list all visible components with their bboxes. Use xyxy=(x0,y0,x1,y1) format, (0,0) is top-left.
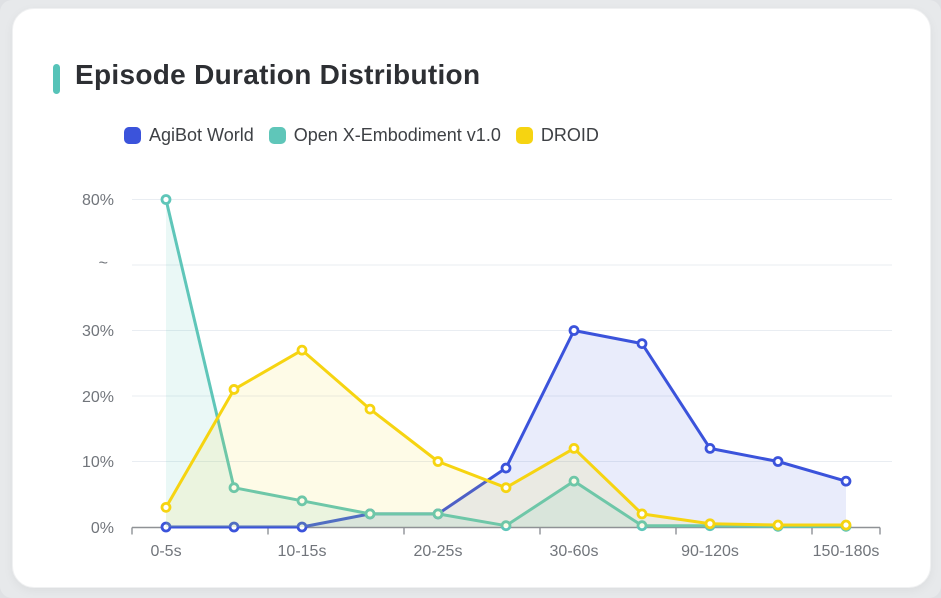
data-point-marker-open-x-embodiment-v1-0 xyxy=(228,482,240,494)
legend-swatch xyxy=(268,127,286,144)
line-chart: 0% 10% 20% 30% ~ 80% 0-5s 10-15s 20-25s … xyxy=(82,192,892,560)
x-axis-label: 150-180s xyxy=(813,543,880,560)
data-point-marker-agibot-world xyxy=(636,338,648,350)
x-axis-label: 30-60s xyxy=(550,543,599,560)
legend-item-agibot-world[interactable]: AgiBot World xyxy=(124,125,254,146)
data-point-marker-droid xyxy=(364,403,376,415)
chart-card: Episode Duration Distribution AgiBot Wor… xyxy=(12,8,931,588)
data-point-marker-droid xyxy=(432,456,444,467)
data-point-marker-agibot-world xyxy=(160,521,172,533)
data-point-marker-agibot-world xyxy=(500,462,512,474)
data-point-marker-droid xyxy=(840,519,852,531)
data-point-marker-droid xyxy=(228,384,240,395)
data-point-marker-droid xyxy=(296,344,308,356)
data-point-marker-droid xyxy=(160,501,172,513)
y-axis-label: 30% xyxy=(82,323,114,340)
legend-swatch xyxy=(515,127,533,144)
legend: AgiBot World Open X-Embodiment v1.0 DROID xyxy=(124,125,599,146)
series-layer xyxy=(160,194,852,533)
legend-label: AgiBot World xyxy=(149,125,254,145)
series-area-open-x-embodiment-v1-0 xyxy=(166,199,846,527)
data-point-marker-open-x-embodiment-v1-0 xyxy=(160,194,172,205)
chart-title: Episode Duration Distribution xyxy=(75,59,481,90)
data-point-marker-agibot-world xyxy=(772,456,784,467)
data-point-marker-open-x-embodiment-v1-0 xyxy=(568,475,580,487)
gridlines xyxy=(132,199,892,462)
data-point-marker-droid xyxy=(772,519,784,531)
series-area-droid xyxy=(166,350,846,527)
data-point-marker-open-x-embodiment-v1-0 xyxy=(636,520,648,532)
legend-label: Open X-Embodiment v1.0 xyxy=(293,125,501,145)
data-point-marker-open-x-embodiment-v1-0 xyxy=(364,508,376,520)
data-point-marker-droid xyxy=(500,482,512,494)
data-point-marker-open-x-embodiment-v1-0 xyxy=(432,508,444,520)
title-accent-bar xyxy=(53,64,60,94)
x-axis-label: 20-25s xyxy=(414,543,463,560)
x-axis-label: 0-5s xyxy=(150,543,181,560)
x-axis-label: 90-120s xyxy=(681,543,739,560)
data-point-marker-droid xyxy=(636,508,648,520)
legend-item-open-x-embodiment-v1-0[interactable]: Open X-Embodiment v1.0 xyxy=(268,125,501,146)
data-point-marker-droid xyxy=(704,518,716,530)
data-point-marker-droid xyxy=(568,442,580,454)
data-point-marker-open-x-embodiment-v1-0 xyxy=(296,495,308,507)
data-point-marker-agibot-world xyxy=(704,442,716,454)
legend-swatch xyxy=(124,127,141,144)
y-axis-label: 80% xyxy=(82,192,114,209)
data-point-marker-agibot-world xyxy=(568,325,580,336)
y-axis-label: 0% xyxy=(91,520,114,537)
legend-item-droid[interactable]: DROID xyxy=(515,125,599,146)
y-axis-label: 20% xyxy=(82,389,114,406)
y-axis-break-label: ~ xyxy=(99,255,108,272)
data-point-marker-agibot-world xyxy=(228,521,240,533)
series-area-agibot-world xyxy=(166,330,846,527)
data-point-marker-open-x-embodiment-v1-0 xyxy=(500,520,512,532)
legend-label: DROID xyxy=(540,125,599,145)
y-axis-label: 10% xyxy=(82,454,114,471)
x-axis-label: 10-15s xyxy=(278,543,327,560)
data-point-marker-agibot-world xyxy=(840,475,852,487)
data-point-marker-agibot-world xyxy=(296,521,308,533)
